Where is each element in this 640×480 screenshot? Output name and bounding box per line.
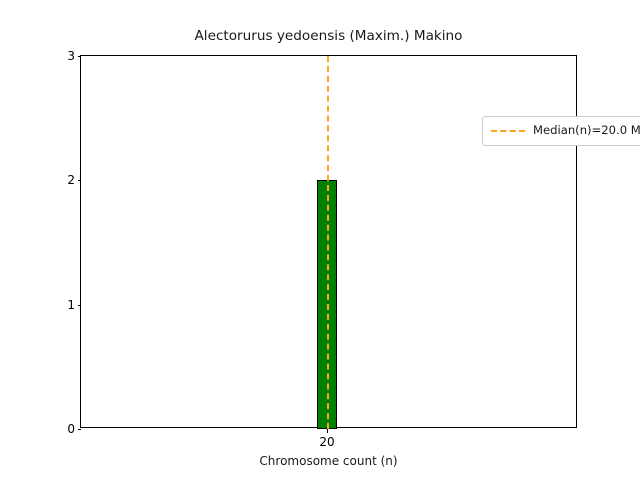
xtick-label: 20 bbox=[319, 435, 335, 449]
ytick-label: 1 bbox=[67, 297, 75, 312]
legend-label-line1: Median(n)=20.0 bbox=[533, 123, 628, 137]
ytick-mark bbox=[77, 56, 81, 57]
y-axis-label: Num of counts (Total 2) bbox=[0, 0, 40, 480]
ytick-mark bbox=[77, 304, 81, 306]
ytick-mark bbox=[77, 180, 81, 182]
ytick-label: 2 bbox=[67, 173, 75, 188]
dashed-line-icon bbox=[491, 123, 525, 139]
ytick-mark bbox=[77, 429, 81, 430]
median-line bbox=[327, 56, 329, 429]
legend-entry-label: Median(n)=20.0 Min=20, Max=20 bbox=[533, 123, 640, 139]
xtick-mark bbox=[327, 429, 328, 433]
ytick-label: 3 bbox=[67, 49, 75, 63]
legend-entry-median: Median(n)=20.0 Min=20, Max=20 bbox=[491, 123, 640, 139]
chart-title: Alectorurus yedoensis (Maxim.) Makino bbox=[194, 28, 463, 44]
ytick-label: 0 bbox=[67, 422, 75, 436]
legend-label-line2: Min=20, Max=20 bbox=[630, 123, 640, 137]
legend[interactable]: Median(n)=20.0 Min=20, Max=20 bbox=[482, 116, 640, 146]
x-axis-label: Chromosome count (n) bbox=[259, 454, 398, 468]
plot-axes: 0 1 2 3 20 bbox=[67, 49, 640, 449]
